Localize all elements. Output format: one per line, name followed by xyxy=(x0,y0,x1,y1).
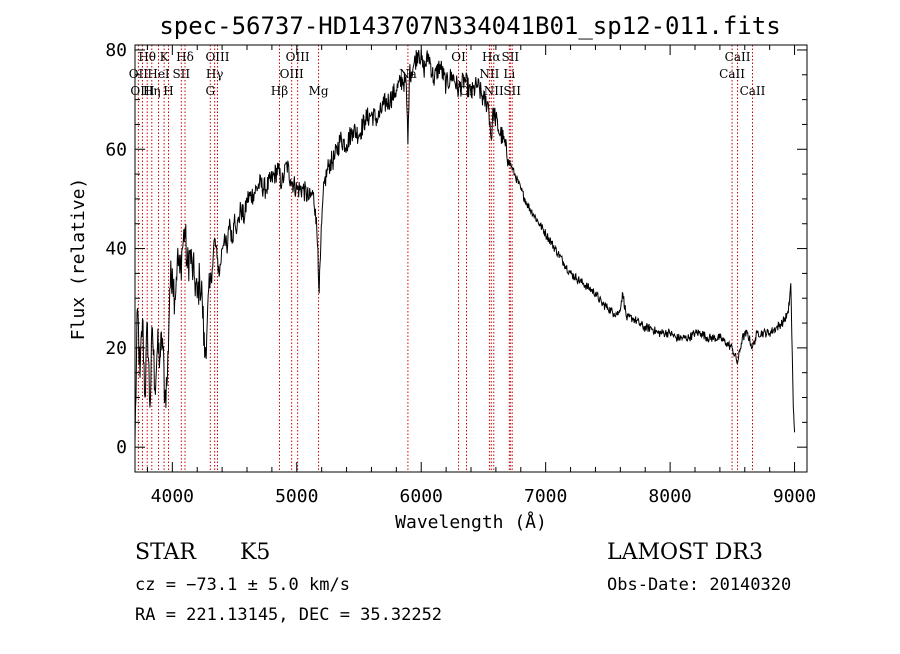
spectral-line-markers xyxy=(137,45,753,472)
spectral-line-label: OI xyxy=(451,50,466,64)
spectral-line-label: OIII xyxy=(205,50,229,64)
x-tick-label: 9000 xyxy=(773,486,816,507)
spectral-line-label: SII xyxy=(501,50,519,64)
y-tick-label: 60 xyxy=(105,139,127,160)
spectral-line-label: SII xyxy=(172,67,190,81)
x-tick-label: 5000 xyxy=(275,486,318,507)
x-axis-label: Wavelength (Å) xyxy=(395,511,547,533)
spectral-subclass: K5 xyxy=(240,540,270,565)
spectral-line-label: Hδ xyxy=(176,50,194,64)
y-tick-label: 20 xyxy=(105,338,127,359)
spectral-line-label: Mg xyxy=(309,84,329,98)
y-tick-label: 80 xyxy=(105,40,127,61)
spectral-line-label: G xyxy=(205,84,215,98)
y-axis-label: Flux (relative) xyxy=(68,178,89,341)
spectral-line-label: NII xyxy=(484,84,504,98)
y-tick-label: 0 xyxy=(116,437,127,458)
x-tick-label: 8000 xyxy=(648,486,691,507)
spectral-line-label: NII xyxy=(479,67,499,81)
spectrum-series-line xyxy=(134,49,796,443)
spectral-line-label: OIII xyxy=(130,84,154,98)
spectral-line-label: Hγ xyxy=(206,67,224,81)
spectral-line-label: Li xyxy=(503,67,515,81)
coordinates: RA = 221.13145, DEC = 35.32252 xyxy=(135,605,442,625)
spectral-line-label: CaII xyxy=(740,84,766,98)
spectral-line-label: CaII xyxy=(719,67,745,81)
spectral-line-label: Hθ xyxy=(138,50,156,64)
x-axis-ticks: 4000 5000 6000 7000 8000 9000 xyxy=(146,45,816,507)
plot-frame xyxy=(134,44,808,473)
spectral-line-label: Hη xyxy=(143,84,161,98)
spectral-line-label: OIII xyxy=(286,50,310,64)
spectral-line-label: HeI xyxy=(147,67,170,81)
spectral-line-label: H xyxy=(163,84,173,98)
x-tick-label: 4000 xyxy=(151,486,194,507)
spectral-line-label: CaII xyxy=(725,50,751,64)
spectral-line-label: Hβ xyxy=(271,84,288,98)
spectral-line-labels: Hθ OII OIII K HeI Hη SII H Hδ OIII Hγ G Hβ OIII OIII Mg… xyxy=(129,50,766,98)
radial-velocity: cz = −73.1 ± 5.0 km/s xyxy=(135,575,350,595)
observation-date: Obs-Date: 20140320 xyxy=(607,575,791,595)
spectral-line-label: OII xyxy=(129,67,149,81)
spectral-line-label: OIII xyxy=(280,67,304,81)
spectral-line-label: Hα xyxy=(482,50,501,64)
x-tick-label: 6000 xyxy=(400,486,443,507)
y-tick-label: 40 xyxy=(105,239,127,260)
object-type: STAR xyxy=(135,540,197,565)
survey-name: LAMOST DR3 xyxy=(607,540,763,565)
x-tick-label: 7000 xyxy=(524,486,567,507)
y-axis-ticks: 0 20 40 60 80 xyxy=(105,40,807,473)
chart-title: spec-56737-HD143707N334041B01_sp12-011.f… xyxy=(159,12,780,40)
spectral-line-label: SII xyxy=(503,84,521,98)
spectral-line-label: K xyxy=(160,50,170,64)
